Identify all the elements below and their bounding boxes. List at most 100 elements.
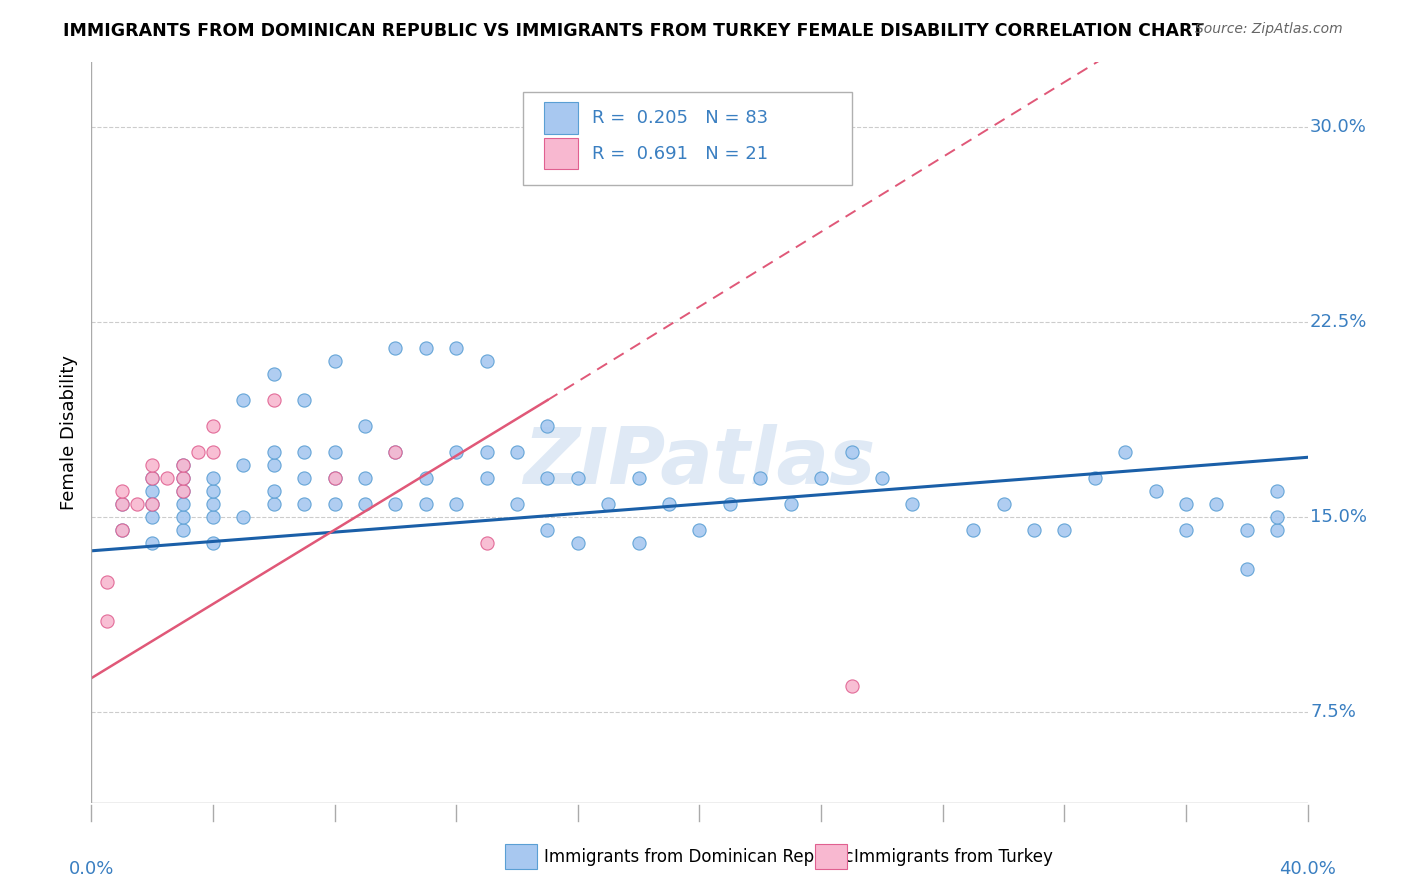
Point	[1174, 523, 1197, 537]
Point	[172, 471, 194, 485]
Text: ZIPatlas: ZIPatlas	[523, 425, 876, 500]
Point	[384, 497, 406, 511]
FancyBboxPatch shape	[523, 92, 852, 185]
Point	[111, 497, 134, 511]
Text: 0.0%: 0.0%	[69, 860, 114, 878]
Point	[232, 458, 254, 472]
Point	[870, 471, 893, 485]
Point	[536, 471, 558, 485]
Point	[232, 393, 254, 408]
Point	[1022, 523, 1045, 537]
Point	[444, 341, 467, 355]
Point	[125, 497, 148, 511]
Point	[263, 458, 285, 472]
Text: R =  0.691   N = 21: R = 0.691 N = 21	[592, 145, 769, 162]
Point	[172, 458, 194, 472]
Point	[141, 458, 163, 472]
Point	[202, 536, 225, 550]
Text: R =  0.205   N = 83: R = 0.205 N = 83	[592, 109, 769, 127]
Point	[202, 445, 225, 459]
Bar	[815, 844, 846, 870]
Point	[962, 523, 984, 537]
Text: IMMIGRANTS FROM DOMINICAN REPUBLIC VS IMMIGRANTS FROM TURKEY FEMALE DISABILITY C: IMMIGRANTS FROM DOMINICAN REPUBLIC VS IM…	[63, 22, 1204, 40]
Text: 22.5%: 22.5%	[1310, 313, 1368, 331]
Point	[1236, 523, 1258, 537]
Point	[384, 445, 406, 459]
Point	[506, 445, 529, 459]
Point	[627, 471, 650, 485]
Point	[536, 419, 558, 434]
Point	[202, 419, 225, 434]
Point	[111, 484, 134, 499]
Point	[475, 471, 498, 485]
Point	[111, 523, 134, 537]
Point	[141, 536, 163, 550]
Point	[1084, 471, 1107, 485]
Point	[187, 445, 209, 459]
Point	[658, 497, 681, 511]
Point	[263, 484, 285, 499]
Point	[202, 471, 225, 485]
Point	[1265, 523, 1288, 537]
Point	[292, 471, 315, 485]
Point	[384, 445, 406, 459]
Point	[779, 497, 801, 511]
Point	[567, 471, 589, 485]
Point	[598, 497, 620, 511]
Point	[688, 523, 710, 537]
Point	[810, 471, 832, 485]
Text: 40.0%: 40.0%	[1279, 860, 1336, 878]
Point	[1114, 445, 1136, 459]
Bar	[505, 844, 537, 870]
Point	[323, 497, 346, 511]
Point	[354, 497, 377, 511]
Point	[292, 497, 315, 511]
Point	[567, 536, 589, 550]
Point	[141, 471, 163, 485]
Point	[384, 341, 406, 355]
Point	[749, 471, 772, 485]
Point	[263, 393, 285, 408]
Point	[718, 497, 741, 511]
Point	[627, 536, 650, 550]
Point	[901, 497, 924, 511]
Point	[1053, 523, 1076, 537]
Text: 15.0%: 15.0%	[1310, 508, 1367, 526]
Point	[202, 497, 225, 511]
Text: 7.5%: 7.5%	[1310, 703, 1355, 721]
Point	[323, 445, 346, 459]
Point	[111, 523, 134, 537]
Point	[444, 445, 467, 459]
Point	[1205, 497, 1227, 511]
Text: Immigrants from Turkey: Immigrants from Turkey	[853, 848, 1053, 866]
Y-axis label: Female Disability: Female Disability	[59, 355, 77, 510]
Point	[292, 445, 315, 459]
Text: Source: ZipAtlas.com: Source: ZipAtlas.com	[1195, 22, 1343, 37]
Point	[172, 484, 194, 499]
Point	[292, 393, 315, 408]
Text: 30.0%: 30.0%	[1310, 119, 1367, 136]
Bar	[544, 103, 578, 134]
Point	[354, 471, 377, 485]
Point	[841, 679, 863, 693]
Point	[172, 471, 194, 485]
Point	[475, 354, 498, 368]
Point	[172, 510, 194, 524]
Point	[1236, 562, 1258, 576]
Text: Immigrants from Dominican Republic: Immigrants from Dominican Republic	[544, 848, 853, 866]
Point	[1265, 510, 1288, 524]
Point	[141, 497, 163, 511]
Point	[415, 341, 437, 355]
Point	[1174, 497, 1197, 511]
Point	[444, 497, 467, 511]
Point	[263, 497, 285, 511]
Point	[415, 497, 437, 511]
Point	[323, 471, 346, 485]
Point	[172, 497, 194, 511]
Point	[993, 497, 1015, 511]
Point	[202, 510, 225, 524]
Point	[263, 367, 285, 381]
Bar	[544, 138, 578, 169]
Point	[323, 471, 346, 485]
Point	[1265, 484, 1288, 499]
